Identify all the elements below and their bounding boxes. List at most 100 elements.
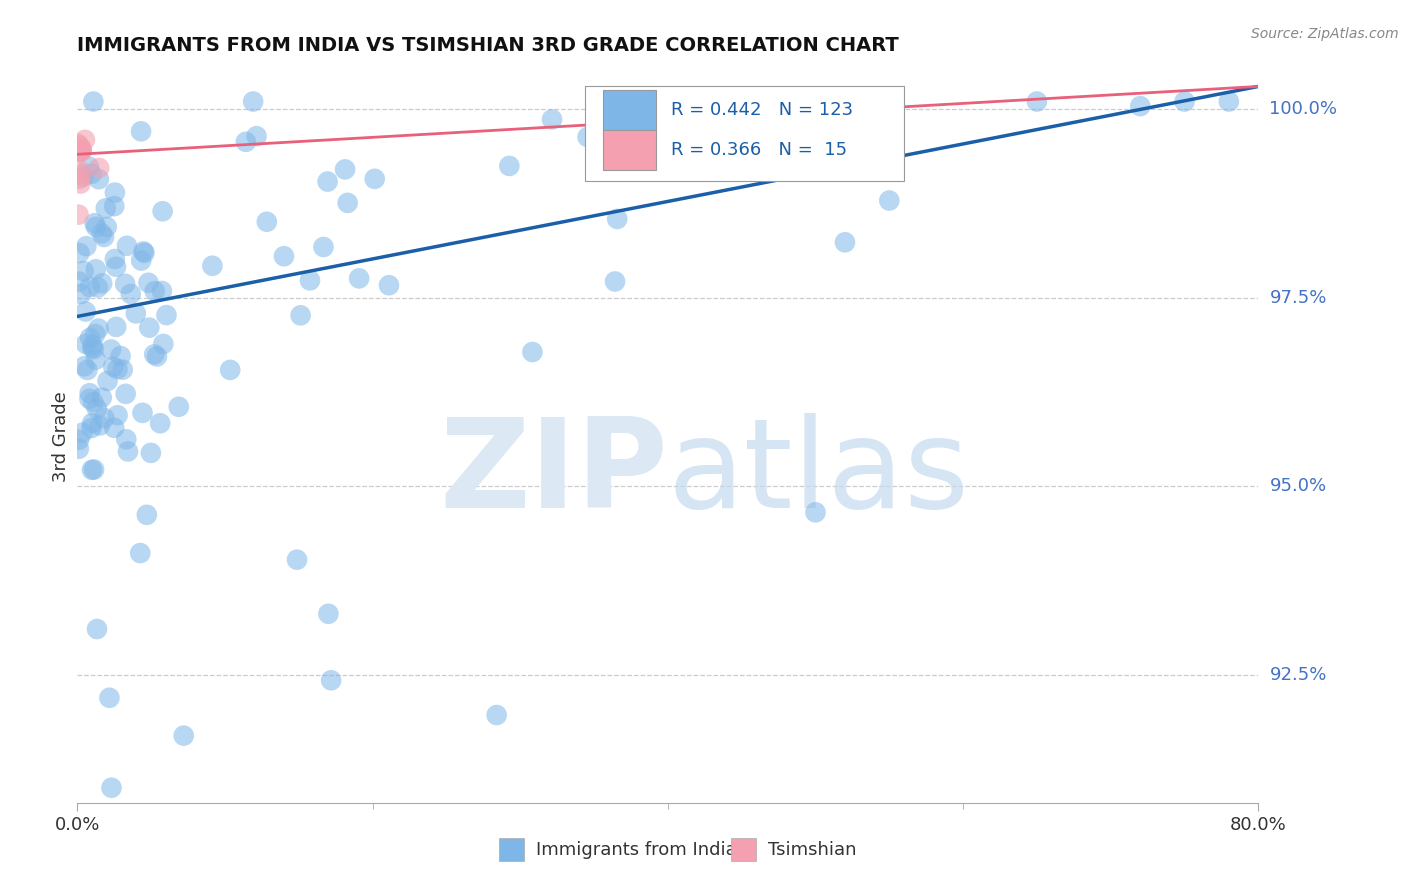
Point [70,144,93,158]
Point [67,138,90,153]
FancyBboxPatch shape [603,130,657,170]
Point [84,352,107,367]
Point [485,708,508,723]
Point [167,400,190,414]
Point [129,124,152,138]
Point [114,387,136,401]
Point [84,327,107,342]
Point [98,690,121,705]
Point [90,391,112,405]
Point [91,277,114,291]
Point [603,275,626,289]
Point [103,421,125,435]
Point [100,780,122,795]
Point [1026,95,1049,109]
Point [347,271,370,285]
Point [173,729,195,743]
Point [115,239,138,253]
Point [75,304,97,318]
Point [70,141,93,155]
Point [90,227,112,241]
Point [201,259,224,273]
Point [576,130,599,145]
Point [83,462,105,476]
Point [132,244,155,259]
Point [155,308,177,322]
Text: R = 0.442   N = 123: R = 0.442 N = 123 [672,101,853,119]
Point [66,136,89,151]
Point [70,167,93,181]
Point [219,363,242,377]
Text: 100.0%: 100.0% [1270,100,1337,118]
Point [131,406,153,420]
Point [70,144,93,158]
Point [117,444,139,458]
Point [83,216,105,230]
Point [67,162,90,177]
Point [586,95,609,109]
Text: 97.5%: 97.5% [1270,289,1327,307]
Point [79,392,101,406]
Point [378,278,401,293]
Point [87,172,110,186]
Point [129,546,152,560]
Text: Immigrants from India: Immigrants from India [536,840,737,858]
Text: 92.5%: 92.5% [1270,665,1327,683]
Point [72,169,94,184]
Point [256,215,278,229]
Point [69,145,91,160]
Point [104,252,127,266]
Point [245,129,267,144]
Point [1129,99,1152,113]
Point [86,401,108,416]
Point [96,374,118,388]
FancyBboxPatch shape [603,90,657,130]
Point [79,331,101,345]
Point [77,160,100,174]
Point [143,284,166,298]
Point [94,202,117,216]
Point [111,362,134,376]
Point [114,277,136,291]
Point [316,175,339,189]
Point [76,363,98,377]
Point [72,425,94,440]
Point [1218,95,1240,109]
Point [103,359,125,374]
Point [75,337,97,351]
Point [879,194,901,208]
Point [135,508,157,522]
Point [143,347,166,361]
Text: R = 0.366   N =  15: R = 0.366 N = 15 [672,141,848,159]
Point [80,463,103,477]
Point [67,144,90,158]
Text: Source: ZipAtlas.com: Source: ZipAtlas.com [1251,27,1399,41]
Y-axis label: 3rd Grade: 3rd Grade [52,392,70,483]
Point [93,411,115,425]
Point [67,442,90,456]
Text: IMMIGRANTS FROM INDIA VS TSIMSHIAN 3RD GRADE CORRELATION CHART: IMMIGRANTS FROM INDIA VS TSIMSHIAN 3RD G… [77,36,898,54]
Point [686,151,709,165]
Point [235,135,257,149]
Point [138,276,160,290]
Point [146,350,169,364]
Point [79,280,101,294]
Point [82,395,104,409]
Point [79,386,101,401]
Point [134,245,156,260]
Point [285,552,308,566]
Point [82,341,104,355]
Point [149,417,172,431]
Point [104,186,127,200]
Point [110,349,132,363]
Point [89,161,111,175]
Point [318,607,340,621]
Point [298,273,321,287]
Point [82,338,104,352]
Point [804,505,827,519]
Point [125,306,148,320]
Point [120,287,142,301]
Point [96,219,118,234]
Point [312,240,335,254]
Point [73,264,96,278]
